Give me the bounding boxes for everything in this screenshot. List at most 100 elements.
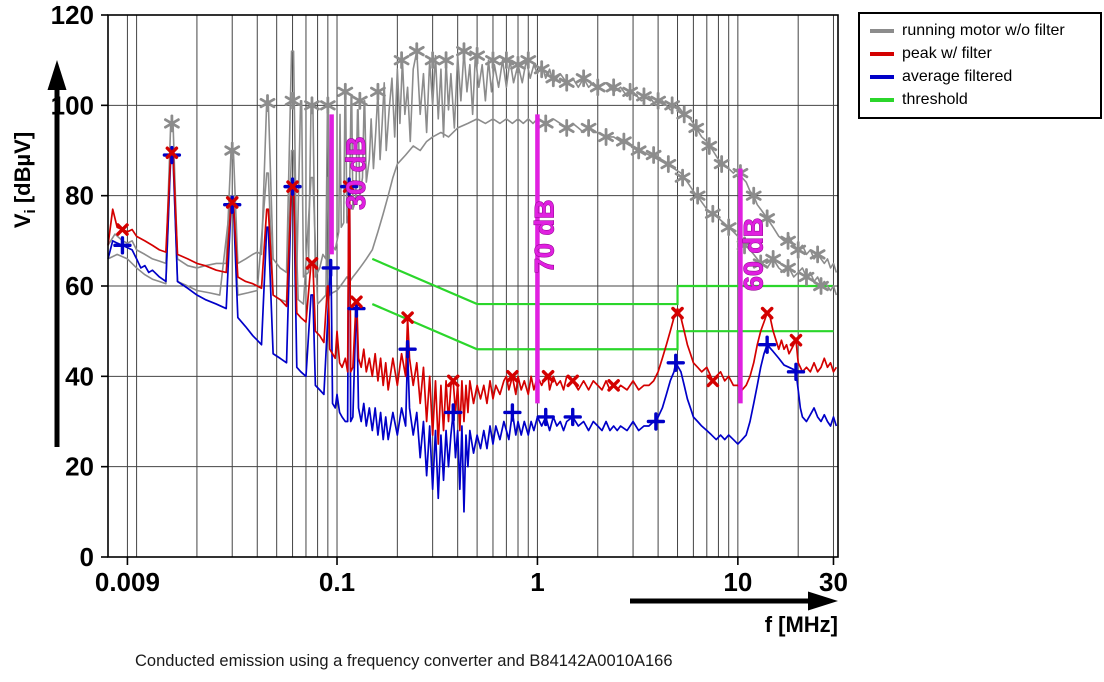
legend-item-0: running motor w/o filter [870,21,1092,41]
x-tick-label: 10 [723,567,752,597]
threshold-line [371,303,834,351]
plus-marker [503,403,522,422]
x-marker [789,333,803,347]
star6-marker [575,69,592,88]
x-axis-label: f [MHz] [765,612,838,637]
x-marker [401,311,414,324]
star6-marker [636,87,652,106]
legend-item-1: peak w/ filter [870,44,1092,64]
y-axis-arrowhead [47,60,67,90]
star6-marker [701,137,718,155]
star6-marker [720,218,737,237]
x-marker [342,180,356,193]
star6-marker [469,46,485,65]
plus-marker [666,353,685,372]
x-marker [760,306,774,320]
star6-marker [424,51,441,70]
x-tick-label: 1 [530,567,544,597]
x-marker [706,374,720,388]
star6-marker [304,96,320,115]
x-marker [350,295,363,309]
threshold-line [371,257,834,306]
x-marker [305,257,319,270]
y-tick-label: 20 [65,452,94,482]
x-tick-label: 30 [819,567,848,597]
legend-label: running motor w/o filter [902,22,1065,39]
legend-swatch [870,98,894,102]
star6-marker [704,204,721,223]
legend-item-3: threshold [870,90,1092,110]
legend-swatch [870,29,894,33]
star6-marker [558,73,575,92]
figure-caption: Conducted emission using a frequency con… [135,652,673,670]
star6-marker [650,91,666,110]
y-tick-label: 80 [65,181,94,211]
x-marker [566,374,580,388]
star6-marker [319,96,336,115]
series-motor-peak [107,50,838,278]
x-tick-label: 0.1 [319,567,355,597]
star6-marker [622,82,639,101]
star6-marker [752,254,769,273]
star6-marker [813,277,829,295]
star6-marker [615,132,632,151]
legend-label: threshold [902,91,968,108]
star6-marker [689,186,706,205]
threshold-lines [371,257,834,351]
star6-marker [759,209,776,228]
x-marker [671,306,684,320]
star6-marker [438,51,454,70]
attenuation-label: 30 dB [341,136,371,210]
star6-marker [545,69,562,88]
y-tick-label: 40 [65,361,94,391]
plus-marker [646,412,666,431]
star6-marker [370,82,386,101]
legend-item-2: average filtered [870,67,1092,87]
attenuation-label: 60 dB [739,218,769,292]
legend-swatch [870,75,894,79]
x-marker [506,370,519,383]
star6-marker [713,155,730,173]
x-marker [116,223,129,236]
red-markers [116,146,803,392]
star6-marker [580,119,597,137]
plus-marker [536,407,555,427]
star6-marker [337,82,354,101]
star6-marker [393,51,410,70]
star6-marker [674,168,691,187]
y-tick-label: 0 [80,542,94,572]
series-motor-average [107,118,838,305]
star6-marker [351,91,368,110]
legend-swatch [870,52,894,56]
legend-label: peak w/ filter [902,45,992,62]
attenuation-label: 70 dB [529,200,559,274]
y-axis-label: Vi [dBµV] [10,132,39,228]
star6-marker [790,240,807,259]
star6-marker [780,259,796,277]
x-marker [225,196,239,209]
star6-marker [798,268,815,286]
star6-marker [163,114,180,133]
star6-marker [558,119,575,137]
star6-marker [765,249,782,268]
star6-marker [645,146,662,164]
plus-marker [563,407,582,427]
x-marker [541,370,555,383]
star6-marker [605,78,622,97]
star6-marker [498,51,515,70]
star6-marker [520,51,537,70]
plus-marker [757,335,777,354]
star6-marker [284,91,301,110]
x-axis: 0.009 0.1 1 10 30 [95,557,848,597]
star6-marker [485,51,501,70]
plus-marker [444,403,463,422]
annotation-lines [329,114,743,404]
plus-marker [786,362,806,382]
legend-label: average filtered [902,68,1013,85]
plus-marker [321,258,340,278]
x-marker [286,180,299,193]
gray-markers [537,114,829,295]
plus-marker [398,340,417,359]
